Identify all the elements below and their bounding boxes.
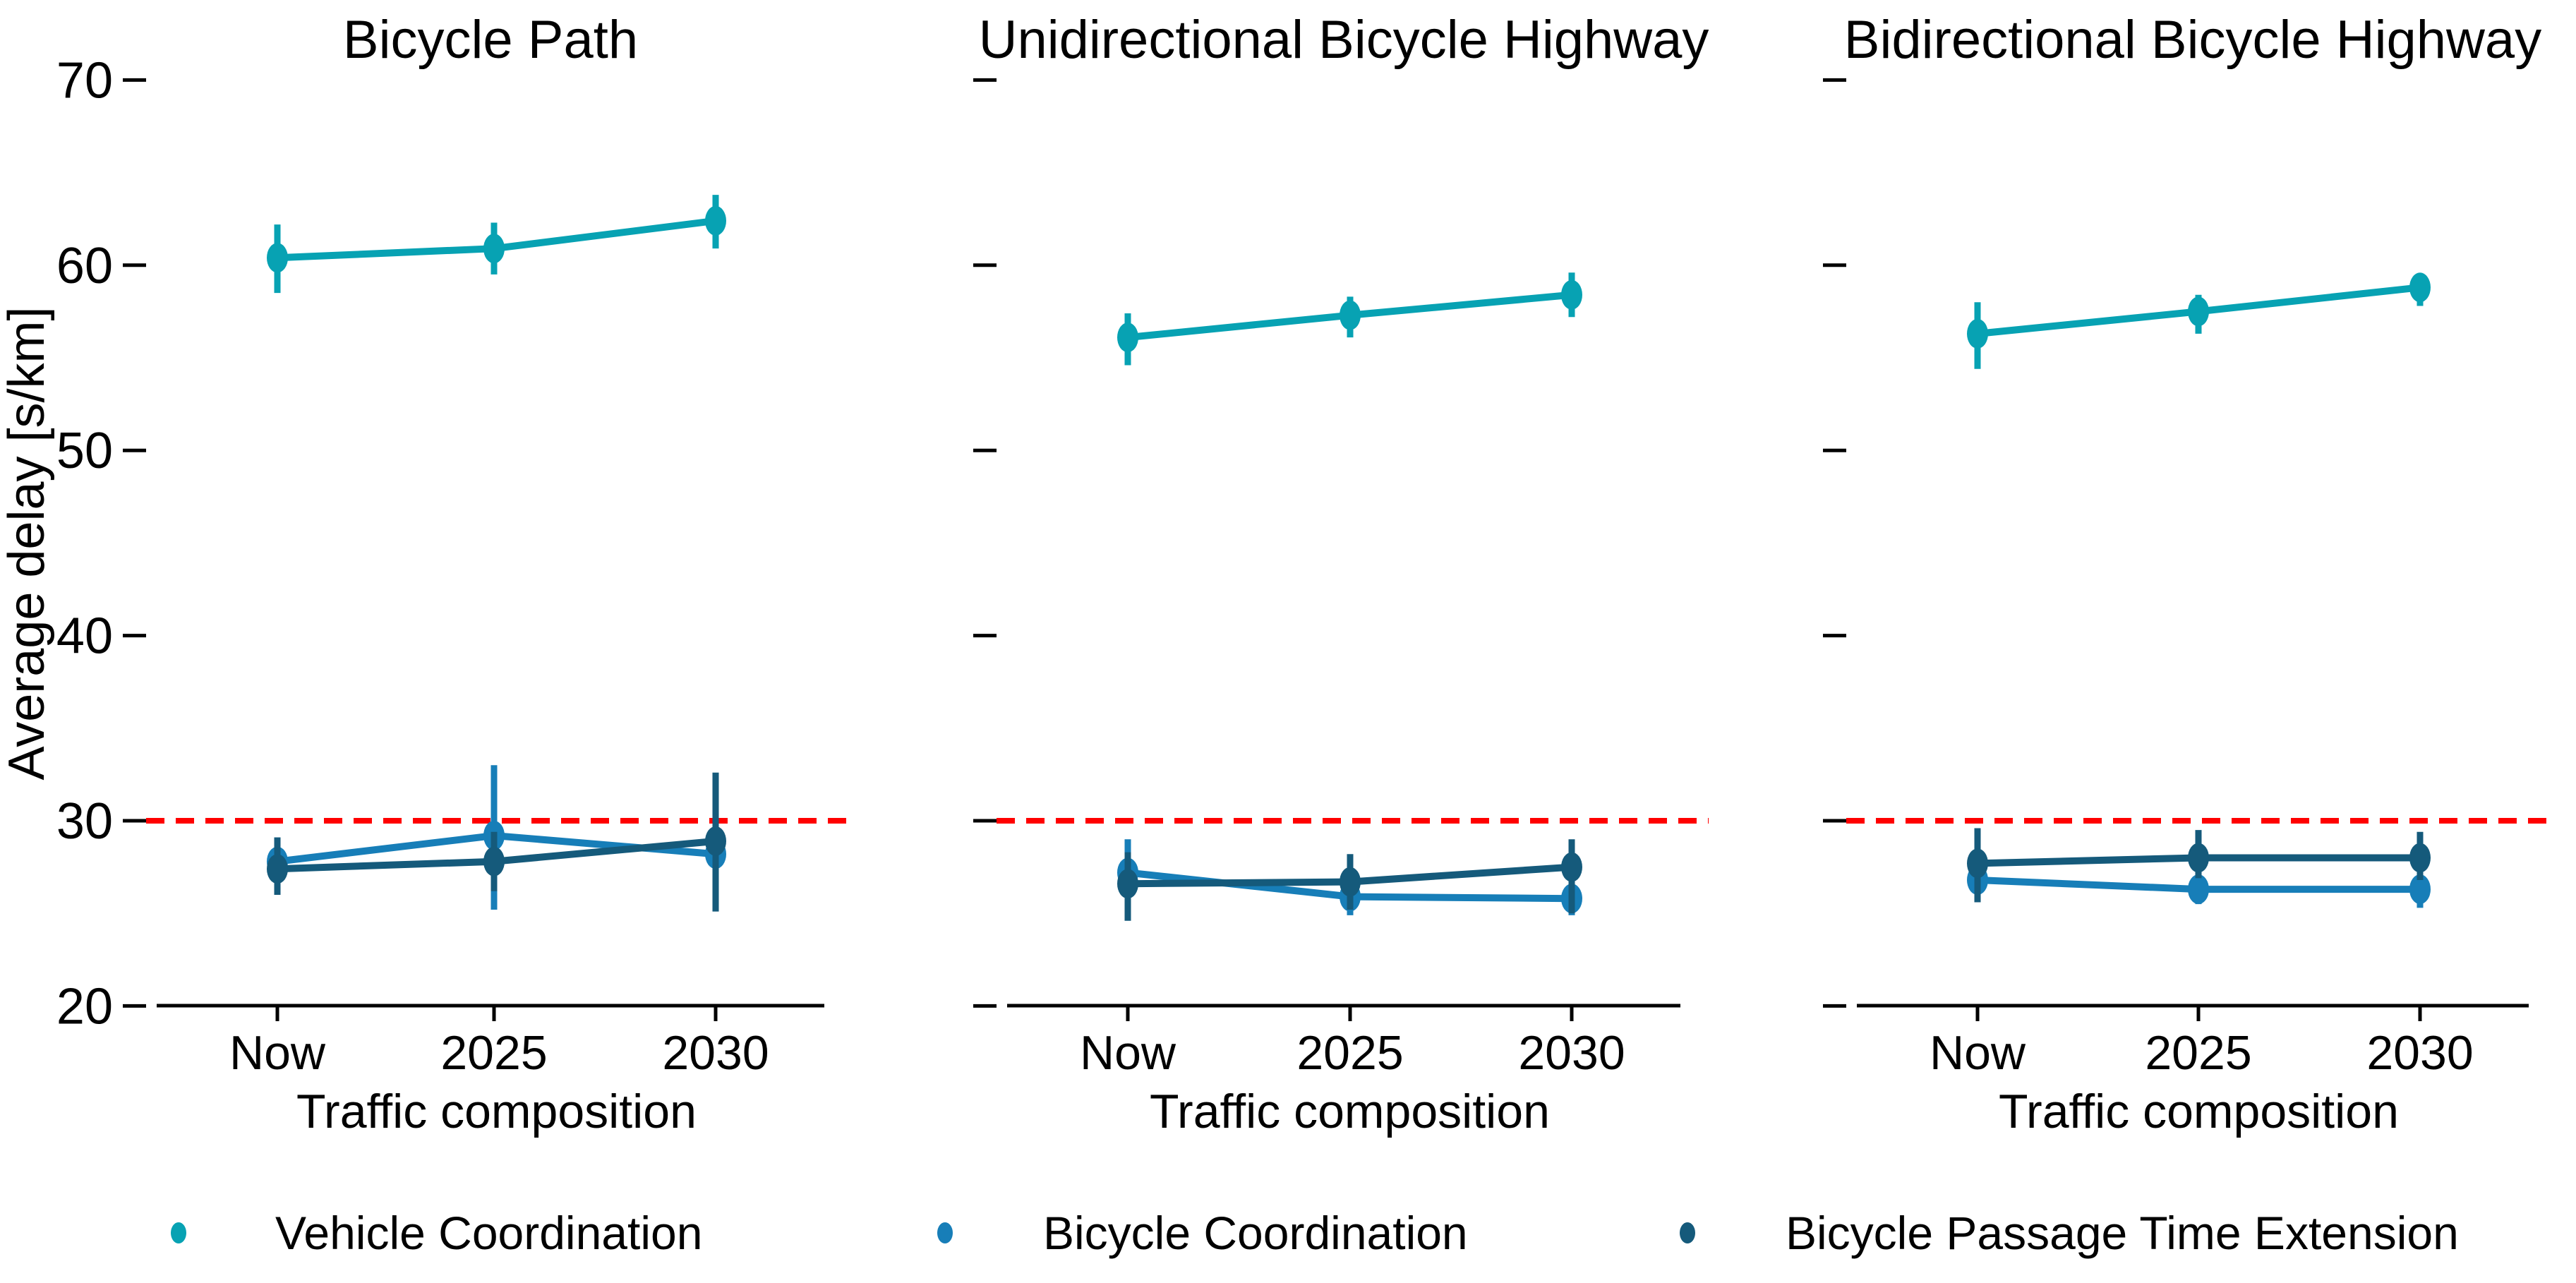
x-axis-label: Traffic composition [1999,1085,2399,1138]
data-point-marker [2188,874,2209,905]
data-point-marker [1340,867,1361,897]
legend: Vehicle Coordination Bicycle Coordination… [171,1207,2459,1259]
panel-title: Bicycle Path [343,10,638,70]
panel-3: Bidirectional Bicycle Highway Now 2025 2030… [1823,10,2557,1138]
legend-label: Bicycle Coordination [1043,1207,1468,1259]
x-tick-label: Now [1930,1026,2026,1080]
y-tick-label: 20 [56,978,113,1035]
x-axis-label: Traffic composition [1150,1085,1550,1138]
data-point-marker [267,243,288,273]
x-tick-label: 2025 [440,1026,547,1080]
data-point-marker [1561,279,1582,310]
data-point-marker [2409,843,2431,873]
legend-label: Vehicle Coordination [275,1207,702,1259]
x-tick-label: Now [1080,1026,1176,1080]
legend-label: Bicycle Passage Time Extension [1786,1207,2459,1259]
x-axis-label: Traffic composition [296,1085,697,1138]
x-tick-label: 2030 [662,1026,769,1080]
data-point-marker [2188,296,2209,327]
data-point-marker [1340,300,1361,330]
data-point-marker [483,846,505,877]
data-point-marker [1967,318,1988,349]
data-point-marker [267,854,288,884]
x-tick-label: 2030 [1518,1026,1625,1080]
data-point-marker [2409,874,2431,905]
y-tick-label: 40 [56,608,113,665]
x-tick-label: 2030 [2366,1026,2473,1080]
data-point-marker [1561,852,1582,882]
y-axis-label: Average delay [s/km] [0,307,55,781]
data-point-marker [705,826,726,856]
data-point-marker [483,234,505,264]
data-point-marker [1117,869,1138,899]
y-tick-label: 60 [56,238,113,294]
legend-marker-dot [937,1222,953,1243]
y-tick-label: 30 [56,793,113,850]
y-tick-label: 70 [56,52,113,109]
data-point-marker [705,205,726,236]
panel-title: Unidirectional Bicycle Highway [979,10,1709,70]
data-point-marker [2409,272,2431,303]
panel-title: Bidirectional Bicycle Highway [1844,10,2541,70]
x-tick-label: 2025 [2145,1026,2251,1080]
data-point-marker [1967,848,1988,879]
legend-marker-dot [171,1222,186,1243]
panel-2: Unidirectional Bicycle Highway Now 2025 203… [973,10,1709,1138]
y-tick-label: 50 [56,423,113,479]
x-tick-label: Now [229,1026,326,1080]
x-tick-label: 2025 [1296,1026,1403,1080]
legend-marker-dot [1680,1222,1695,1243]
data-point-marker [1117,323,1138,353]
data-point-marker [2188,843,2209,873]
